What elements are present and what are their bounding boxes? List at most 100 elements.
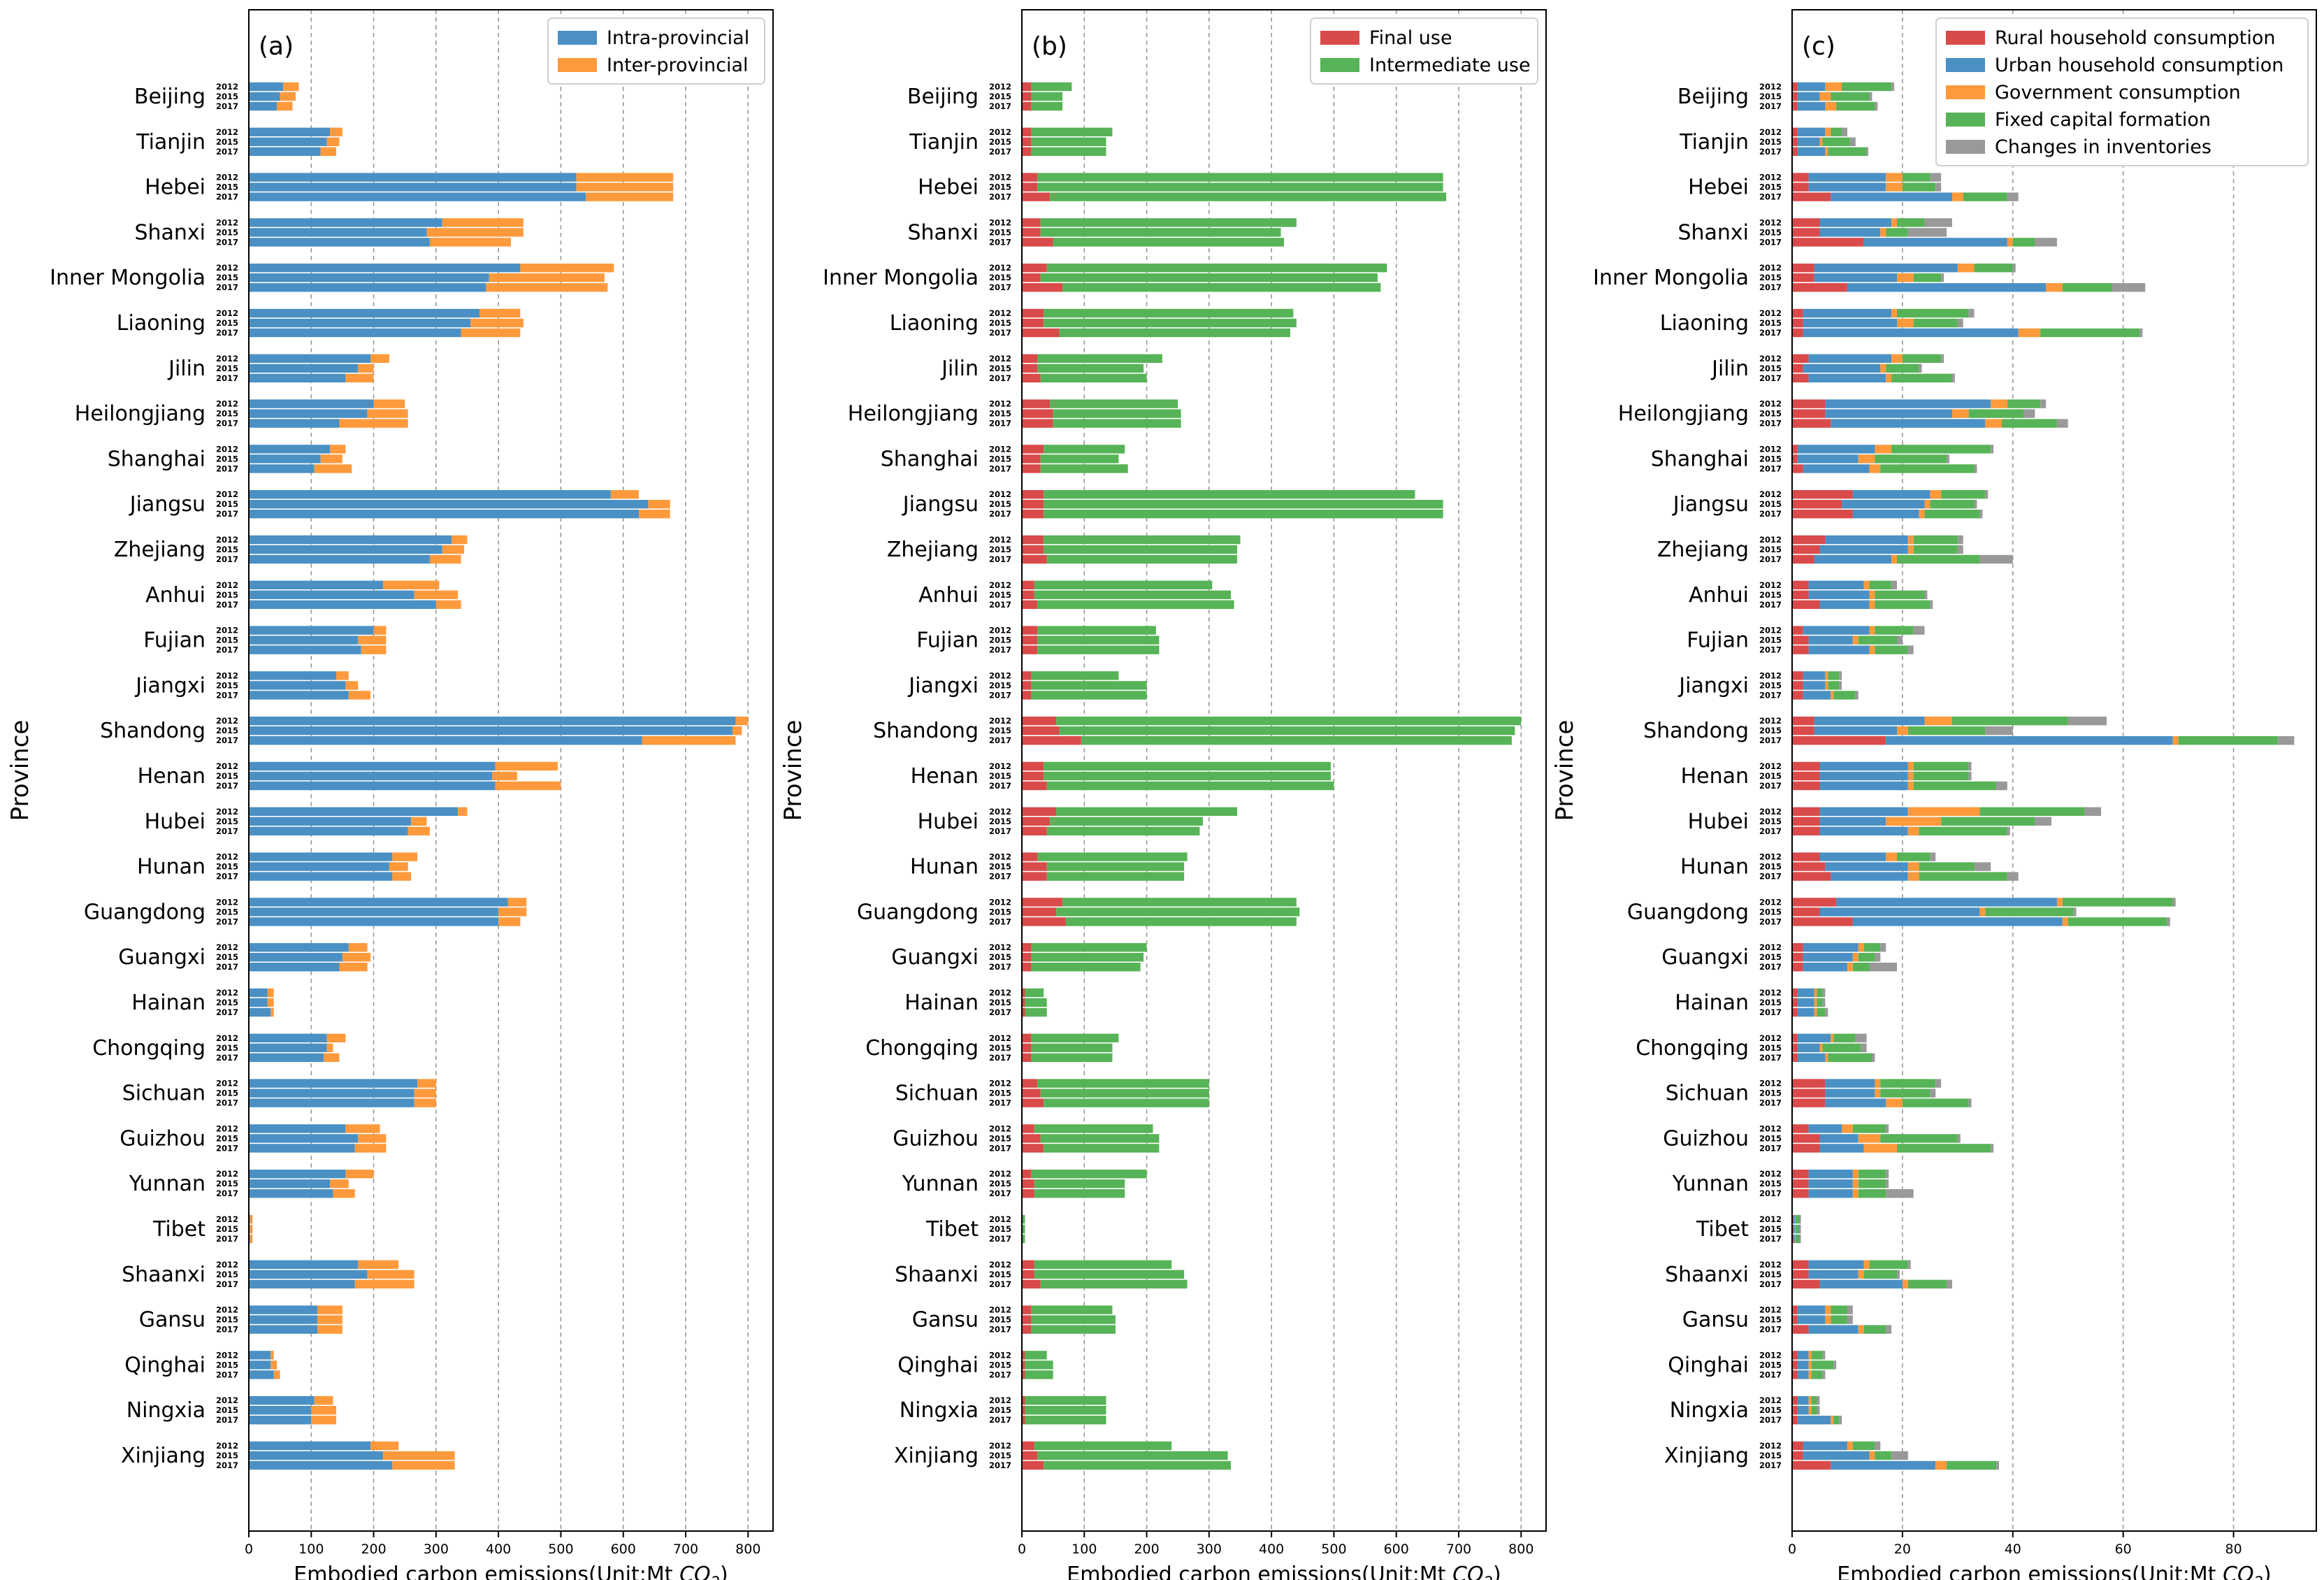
bar-hebei-2015-urban-household-consumption [1808,182,1886,192]
year-tick-label: 2015 [1759,364,1782,373]
bar-heilongjiang-2012-fixed-capital-formation [2007,399,2041,408]
bar-anhui-2015-government-consumption [1869,590,1875,599]
province-label-anhui: Anhui [1689,583,1749,608]
bar-tibet-2015-intermediate-use [1022,1224,1025,1234]
bar-shanxi-2015-final-use [1022,228,1041,237]
bar-jilin-2012-urban-household-consumption [1808,354,1892,363]
bar-jiangsu-2015-fixed-capital-formation [1930,500,1975,509]
province-label-heilongjiang: Heilongjiang [1618,402,1749,426]
bar-tibet-2017-changes-in-inventories [1800,1234,1801,1244]
bar-chongqing-2015-intra-provincial [249,1043,327,1052]
year-tick-label: 2012 [1759,1441,1782,1451]
bar-guangxi-2012-urban-household-consumption [1803,943,1859,952]
bar-henan-2017-intermediate-use [1046,781,1334,791]
bar-zhejiang-2012-final-use [1022,535,1044,545]
bar-xinjiang-2017-government-consumption [1935,1460,1947,1470]
bar-chongqing-2015-inter-provincial [326,1043,333,1052]
legend-label-fixed-capital-formation: Fixed capital formation [1995,109,2211,131]
year-tick-label: 2015 [216,1315,238,1325]
year-tick-label: 2012 [216,807,238,817]
bar-shandong-2015-urban-household-consumption [1814,726,1897,735]
bar-gansu-2017-inter-provincial [317,1325,342,1334]
bar-anhui-2012-fixed-capital-formation [1869,580,1892,589]
bar-jiangsu-2017-intra-provincial [249,510,640,519]
bar-zhejiang-2017-fixed-capital-formation [1897,554,1980,564]
bar-shaanxi-2012-fixed-capital-formation [1869,1260,1908,1269]
year-tick-label: 2015 [1759,454,1782,464]
bar-qinghai-2015-government-consumption [1808,1360,1812,1370]
bar-sichuan-2015-intra-provincial [249,1089,414,1098]
bar-shandong-2017-rural-household-consumption [1792,736,1886,745]
bar-liaoning-2012-changes-in-inventories [1968,308,1975,318]
bar-gansu-2015-final-use [1022,1315,1032,1324]
bar-zhejiang-2015-urban-household-consumption [1819,545,1908,554]
bar-hunan-2012-fixed-capital-formation [1897,852,1930,861]
bar-sichuan-2017-intermediate-use [1044,1098,1209,1107]
year-tick-label: 2015 [989,273,1011,282]
year-tick-label: 2017 [1759,1143,1782,1153]
year-tick-label: 2017 [989,690,1011,700]
bar-henan-2015-rural-household-consumption [1792,771,1820,781]
bar-qinghai-2012-final-use [1022,1351,1025,1360]
bar-anhui-2017-final-use [1022,600,1038,609]
province-label-heilongjiang: Heilongjiang [75,402,205,426]
bar-anhui-2012-changes-in-inventories [1891,580,1897,589]
year-tick-label: 2017 [1759,781,1782,791]
bar-shandong-2017-urban-household-consumption [1886,736,2173,745]
bar-chongqing-2017-changes-in-inventories [1872,1053,1875,1062]
year-tick-label: 2015 [1759,680,1782,690]
bar-shaanxi-2012-changes-in-inventories [1907,1260,1911,1269]
bar-anhui-2012-inter-provincial [382,580,440,589]
bar-yunnan-2012-government-consumption [1852,1170,1859,1179]
bar-fujian-2015-urban-household-consumption [1808,635,1853,645]
year-tick-label: 2015 [1759,635,1782,645]
year-tick-label: 2012 [216,670,238,680]
bar-shaanxi-2017-intermediate-use [1040,1279,1188,1288]
bar-zhejiang-2012-intra-provincial [249,535,452,545]
bar-jiangsu-2015-final-use [1022,500,1044,509]
year-tick-label: 2012 [216,1305,238,1315]
bar-hunan-2015-fixed-capital-formation [1919,862,1975,871]
bar-chongqing-2017-inter-provincial [324,1053,340,1062]
year-tick-label: 2012 [216,716,238,726]
bar-hebei-2015-final-use [1022,182,1038,192]
province-label-shanxi: Shanxi [907,220,979,245]
year-tick-label: 2012 [989,988,1011,998]
bar-jiangxi-2015-rural-household-consumption [1792,681,1803,690]
bar-guangxi-2012-government-consumption [1858,943,1864,952]
province-label-hainan: Hainan [904,991,979,1015]
bar-henan-2012-intermediate-use [1044,761,1331,771]
year-tick-label: 2012 [989,1214,1011,1224]
bar-jiangsu-2012-fixed-capital-formation [1941,490,1986,499]
bar-gansu-2012-rural-household-consumption [1792,1305,1798,1314]
province-label-inner-mongolia: Inner Mongolia [50,266,205,290]
bar-gansu-2017-fixed-capital-formation [1863,1325,1886,1334]
bar-heilongjiang-2015-urban-household-consumption [1825,409,1952,418]
year-tick-label: 2017 [1759,962,1782,972]
bar-hubei-2017-changes-in-inventories [2007,826,2010,835]
bar-guizhou-2012-changes-in-inventories [1886,1124,1889,1133]
province-label-sichuan: Sichuan [895,1082,979,1106]
bar-hunan-2017-inter-provincial [392,872,412,881]
bar-hunan-2017-fixed-capital-formation [1919,872,2007,881]
province-label-gansu: Gansu [139,1308,205,1333]
bar-inner-mongolia-2017-final-use [1022,283,1063,292]
bar-ningxia-2017-intermediate-use [1025,1416,1106,1425]
bar-jiangxi-2015-intra-provincial [249,681,346,690]
bar-jiangsu-2015-intermediate-use [1044,500,1443,509]
bar-zhejiang-2017-urban-household-consumption [1814,554,1892,564]
year-tick-label: 2012 [989,399,1011,409]
bar-jiangxi-2015-government-consumption [1825,681,1828,690]
bar-shanghai-2015-intra-provincial [249,454,321,464]
province-label-guangxi: Guangxi [118,945,205,970]
year-tick-label: 2012 [989,308,1011,318]
bar-jilin-2012-fixed-capital-formation [1902,354,1942,363]
bar-hainan-2017-fixed-capital-formation [1817,1007,1826,1017]
year-tick-label: 2015 [989,1179,1011,1188]
bar-hainan-2012-inter-provincial [267,988,274,998]
bar-qinghai-2017-intermediate-use [1025,1370,1053,1379]
bar-fujian-2015-inter-provincial [358,635,387,645]
bar-jilin-2012-intermediate-use [1037,354,1162,363]
bar-inner-mongolia-2015-inter-provincial [489,273,605,282]
province-label-beijing: Beijing [1677,85,1749,109]
